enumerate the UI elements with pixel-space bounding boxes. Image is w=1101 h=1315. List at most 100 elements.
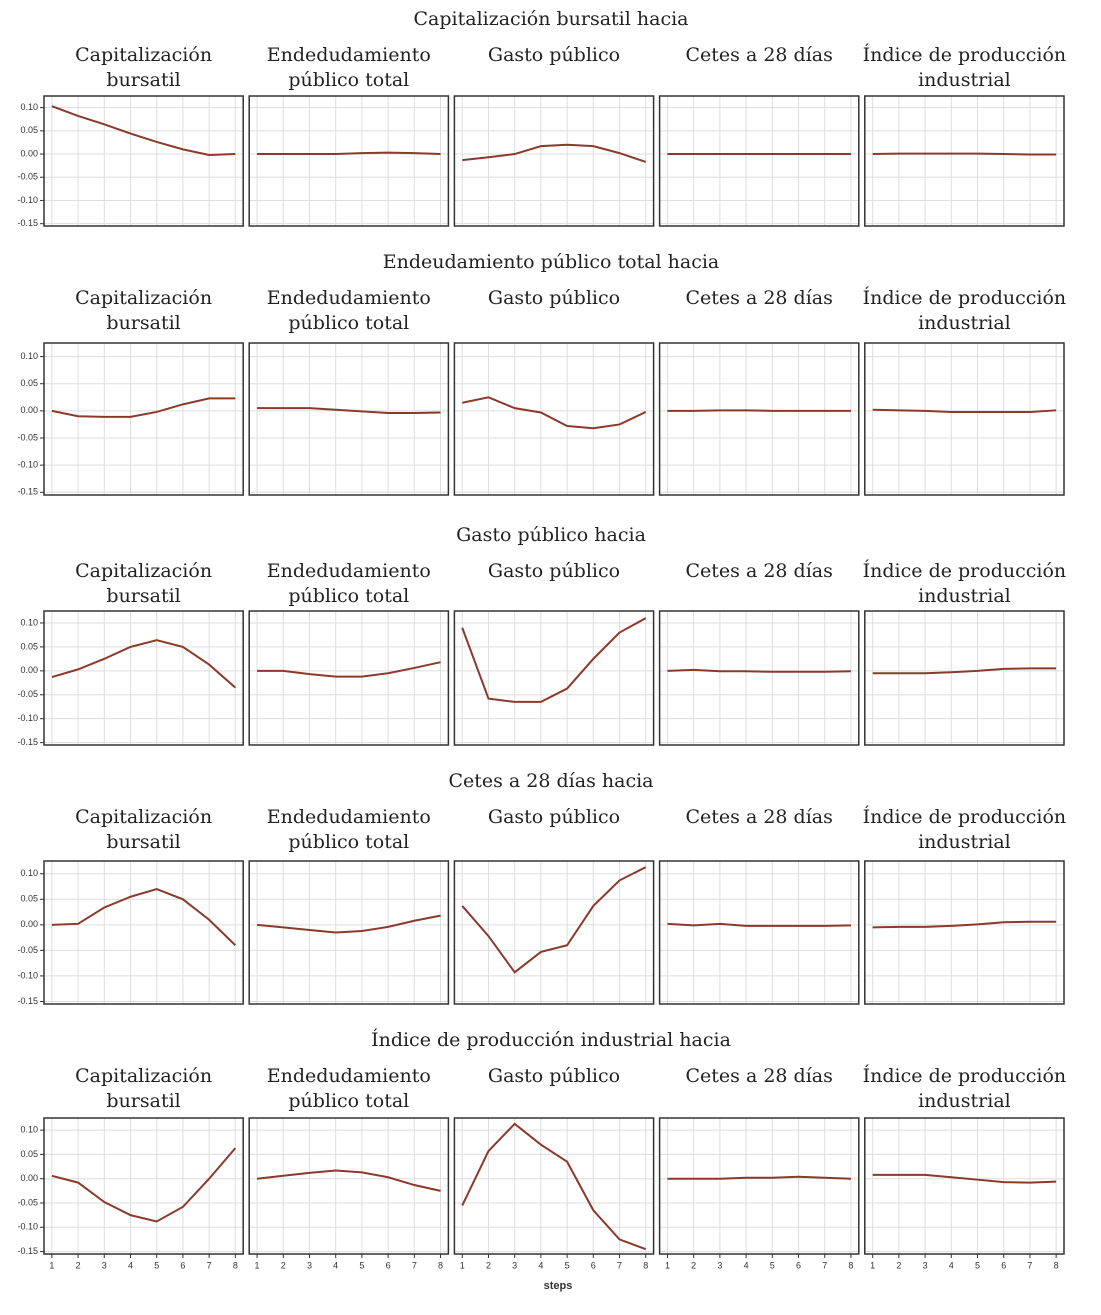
panel-title: industrial bbox=[918, 1090, 1011, 1112]
x-tick-label: 2 bbox=[281, 1260, 286, 1270]
line bbox=[872, 152, 1057, 156]
x-tick-label: 8 bbox=[438, 1260, 443, 1270]
panel-title: industrial bbox=[918, 831, 1011, 853]
panel-border bbox=[864, 610, 1065, 746]
panel-title: bursatil bbox=[106, 312, 180, 334]
panel-title: Cetes a 28 días bbox=[686, 560, 833, 582]
panel-bg bbox=[249, 611, 449, 745]
x-tick-label: 3 bbox=[717, 1260, 722, 1270]
y-tick-label: 0.10 bbox=[20, 868, 38, 878]
panel-bg bbox=[864, 861, 1064, 1004]
panel-bg bbox=[659, 611, 859, 745]
x-tick-label: 5 bbox=[975, 1260, 980, 1270]
panel-title: Gasto público bbox=[488, 806, 620, 828]
x-tick-label: 7 bbox=[207, 1260, 212, 1270]
line bbox=[461, 617, 647, 703]
panel-border bbox=[248, 610, 450, 746]
y-tick-label: -0.05 bbox=[17, 432, 38, 442]
panel-title: Gasto público bbox=[488, 287, 620, 309]
panel-title: bursatil bbox=[106, 585, 180, 607]
x-tick-label: 4 bbox=[333, 1260, 338, 1270]
panel-title: Endedudamiento bbox=[267, 560, 431, 582]
line bbox=[256, 914, 441, 934]
panel-title: Índice de producción bbox=[863, 559, 1066, 582]
y-tick-label: 0.10 bbox=[20, 617, 38, 627]
panel-title: Endedudamiento bbox=[267, 44, 431, 66]
x-tick-label: 7 bbox=[1027, 1260, 1032, 1270]
panel-title: bursatil bbox=[106, 1090, 180, 1112]
panel-border bbox=[43, 610, 244, 746]
panel-title: Gasto público bbox=[488, 1065, 620, 1087]
panel-title: Capitalización bbox=[75, 287, 212, 309]
x-tick-label: 5 bbox=[154, 1260, 159, 1270]
panel-title: industrial bbox=[918, 312, 1011, 334]
line bbox=[461, 866, 647, 974]
panel-bg bbox=[44, 343, 244, 495]
panel-title: Índice de producción bbox=[863, 805, 1066, 828]
row-title: Índice de producción industrial hacia bbox=[371, 1028, 731, 1051]
x-tick-label: 4 bbox=[744, 1260, 749, 1270]
panel-bg bbox=[454, 861, 654, 1004]
panel-border bbox=[658, 610, 860, 746]
panel-border bbox=[453, 1117, 655, 1255]
x-tick-label: 3 bbox=[102, 1260, 107, 1270]
y-tick-label: 0.05 bbox=[20, 894, 38, 904]
panel-bg bbox=[864, 1118, 1064, 1254]
x-tick-label: 1 bbox=[870, 1260, 875, 1270]
line bbox=[462, 396, 647, 430]
panel-bg bbox=[659, 1118, 859, 1254]
panel-border bbox=[248, 1117, 450, 1255]
y-tick-label: 0.05 bbox=[20, 1149, 38, 1159]
panel-border bbox=[658, 1117, 860, 1255]
y-tick-label: -0.05 bbox=[17, 1197, 38, 1207]
panel-title: Endedudamiento bbox=[267, 1065, 431, 1087]
y-tick-label: 0.00 bbox=[20, 1173, 38, 1183]
x-tick-label: 2 bbox=[691, 1260, 696, 1270]
y-tick-label: -0.10 bbox=[17, 970, 38, 980]
line bbox=[257, 407, 441, 415]
x-tick-label: 7 bbox=[822, 1260, 827, 1270]
x-tick-label: 5 bbox=[359, 1260, 364, 1270]
panel-bg bbox=[454, 611, 654, 745]
panel-title: Capitalización bbox=[75, 1065, 212, 1087]
panel-title: Índice de producción bbox=[863, 1064, 1066, 1087]
y-tick-label: -0.15 bbox=[17, 487, 38, 497]
panel-title: Cetes a 28 días bbox=[686, 287, 833, 309]
line bbox=[51, 888, 237, 946]
panel-border bbox=[658, 860, 860, 1005]
x-tick-label: 6 bbox=[591, 1260, 596, 1270]
y-tick-label: 0.05 bbox=[20, 125, 38, 135]
x-tick-label: 8 bbox=[1054, 1260, 1059, 1270]
panel-border bbox=[453, 610, 655, 746]
x-tick-label: 1 bbox=[665, 1260, 670, 1270]
panel-bg bbox=[864, 611, 1064, 745]
panel-bg bbox=[44, 611, 244, 745]
y-tick-label: 0.00 bbox=[20, 919, 38, 929]
line bbox=[872, 667, 1057, 675]
x-tick-label: 5 bbox=[770, 1260, 775, 1270]
panel-bg bbox=[659, 96, 859, 226]
panel-border bbox=[43, 860, 244, 1005]
x-tick-label: 1 bbox=[460, 1260, 465, 1270]
x-tick-label: 6 bbox=[386, 1260, 391, 1270]
panel-title: Capitalización bbox=[75, 806, 212, 828]
y-tick-label: 0.10 bbox=[20, 102, 38, 112]
panel-title: Índice de producción bbox=[863, 43, 1066, 66]
line bbox=[51, 105, 236, 156]
x-tick-label: 8 bbox=[848, 1260, 853, 1270]
x-tick-label: 7 bbox=[617, 1260, 622, 1270]
panel-border bbox=[248, 95, 450, 227]
y-tick-label: 0.05 bbox=[20, 378, 38, 388]
x-tick-label: 3 bbox=[307, 1260, 312, 1270]
x-tick-label: 7 bbox=[412, 1260, 417, 1270]
y-tick-label: -0.10 bbox=[17, 713, 38, 723]
panel-bg bbox=[659, 861, 859, 1004]
line bbox=[667, 1175, 851, 1180]
panel-title: industrial bbox=[918, 69, 1011, 91]
line bbox=[257, 151, 441, 156]
panel-bg bbox=[454, 1118, 654, 1254]
y-tick-label: -0.10 bbox=[17, 460, 38, 470]
panel-border bbox=[658, 342, 860, 496]
y-tick-label: -0.05 bbox=[17, 172, 38, 182]
panel-title: público total bbox=[288, 69, 409, 91]
